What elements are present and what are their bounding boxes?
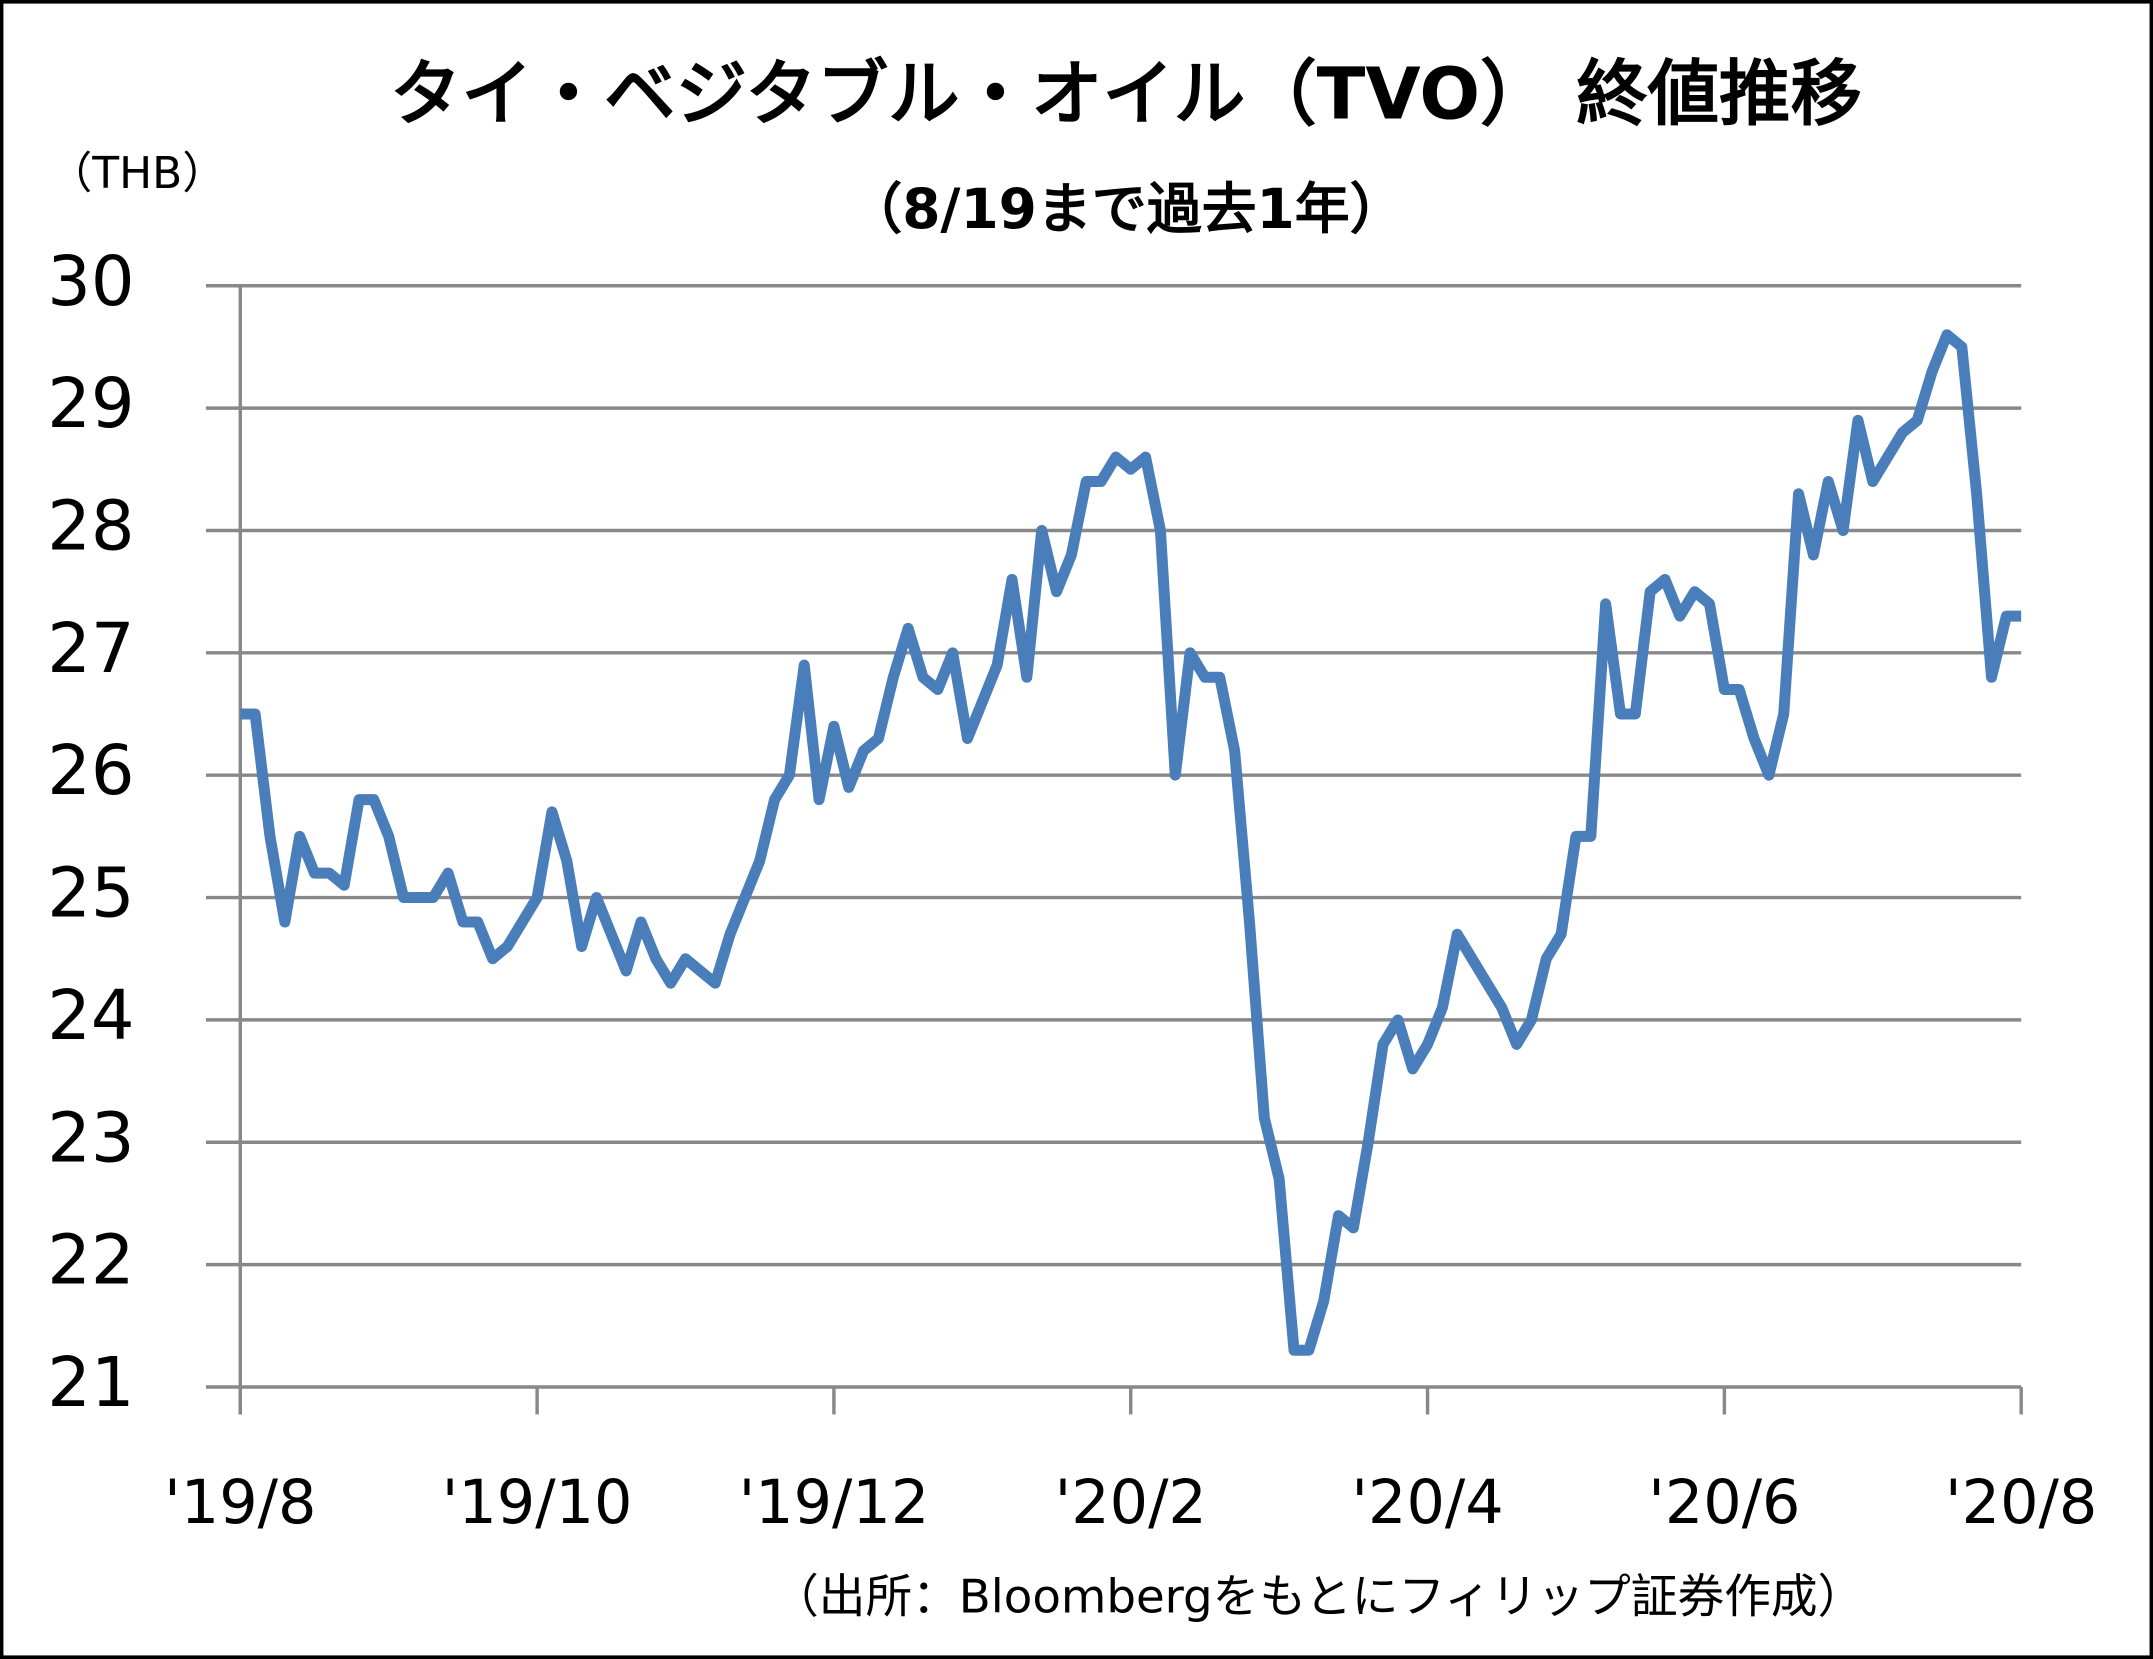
x-tick-label: '20/4 bbox=[1351, 1468, 1503, 1538]
x-tick-label: '19/12 bbox=[739, 1468, 930, 1538]
y-tick-label: 22 bbox=[47, 1221, 134, 1301]
x-tick-label: '20/2 bbox=[1055, 1468, 1207, 1538]
y-tick-label: 27 bbox=[47, 609, 134, 689]
chart-title: タイ・ベジタブル・オイル（TVO） 終値推移 bbox=[390, 53, 1862, 136]
y-tick-label: 26 bbox=[47, 731, 134, 811]
y-tick-label: 23 bbox=[47, 1098, 134, 1178]
y-tick-label: 29 bbox=[47, 364, 134, 444]
x-tick-label: '19/10 bbox=[442, 1468, 633, 1538]
x-tick-label: '20/6 bbox=[1648, 1468, 1800, 1538]
y-tick-label: 30 bbox=[47, 242, 134, 322]
x-tick-label: '20/8 bbox=[1945, 1468, 2097, 1538]
y-axis-label: （THB） bbox=[48, 148, 226, 199]
y-tick-label: 25 bbox=[47, 854, 134, 934]
y-tick-label: 24 bbox=[47, 976, 134, 1056]
chart-subtitle: （8/19まで過去1年） bbox=[847, 177, 1404, 241]
y-tick-label: 21 bbox=[47, 1343, 134, 1423]
x-tick-label: '19/8 bbox=[164, 1468, 316, 1538]
price-line bbox=[240, 329, 2022, 1356]
y-tick-label: 28 bbox=[47, 487, 134, 567]
source-note: （出所：Bloombergをもとにフィリップ証券作成） bbox=[772, 1570, 1864, 1624]
